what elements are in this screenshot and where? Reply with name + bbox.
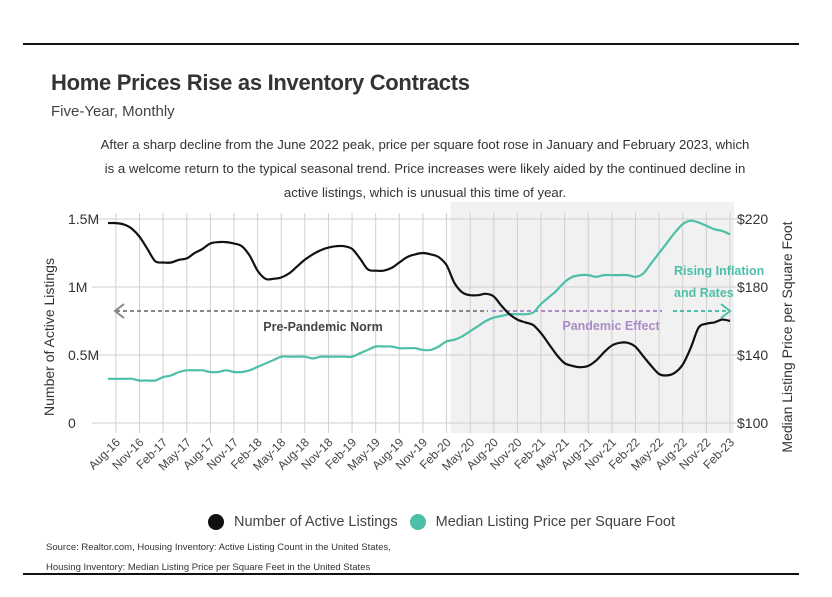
chart-description: After a sharp decline from the June 2022… [100,137,750,200]
arrow-right-icon [720,303,732,319]
pandemic-effect-label: Pandemic Effect [562,319,660,333]
legend-label-price: Median Listing Price per Square Foot [435,514,675,530]
legend-label-listings: Number of Active Listings [234,514,398,530]
source-line-1: Source: Realtor.com, Housing Inventory: … [46,542,391,553]
right-tick-label: $220 [737,211,768,227]
source-note: Source: Realtor.com, Housing Inventory: … [46,538,391,578]
right-tick-label: $180 [737,279,768,295]
bottom-rule [23,573,799,575]
legend-swatch-price [409,514,426,530]
right-tick-label: $140 [737,347,768,363]
left-tick-label: 1M [68,279,87,295]
annotations: Pre-Pandemic Norm Pandemic Effect Rising I… [113,264,764,334]
price-per-sqft-line [108,219,731,382]
right-axis-title: Median Listing Price per Square Foot [779,221,795,452]
legend-swatch-listings [208,514,224,530]
rising-inflation-label-line1: Rising Inflation [674,264,764,278]
legend-item-listings: Number of Active Listings [208,514,398,530]
left-tick-label: 0 [68,415,76,431]
legend: Number of Active Listings Median Listing… [208,514,687,530]
right-axis: $100 $140 $180 $220 [737,211,768,431]
left-tick-label: 0.5M [68,347,99,363]
left-tick-label: 1.5M [68,211,99,227]
active-listings-line [107,221,731,377]
right-tick-label: $100 [737,415,768,431]
grid-lines [92,213,738,433]
left-axis-title: Number of Active Listings [41,258,57,416]
left-axis: 0 0.5M 1M 1.5M [68,211,99,431]
legend-item-price: Median Listing Price per Square Foot [409,514,675,530]
chart-title: Home Prices Rise as Inventory Contracts [51,70,470,95]
pre-pandemic-norm-label: Pre-Pandemic Norm [263,320,382,334]
top-rule [23,43,799,45]
source-line-2: Housing Inventory: Median Listing Price … [46,562,371,573]
rising-inflation-label-line2: and Rates [674,286,734,300]
chart-subtitle: Five-Year, Monthly [51,103,175,120]
x-axis: Aug-16Nov-16Feb-17May-17Aug-17Nov-17Feb-… [86,435,738,473]
arrow-left-icon [113,303,125,319]
